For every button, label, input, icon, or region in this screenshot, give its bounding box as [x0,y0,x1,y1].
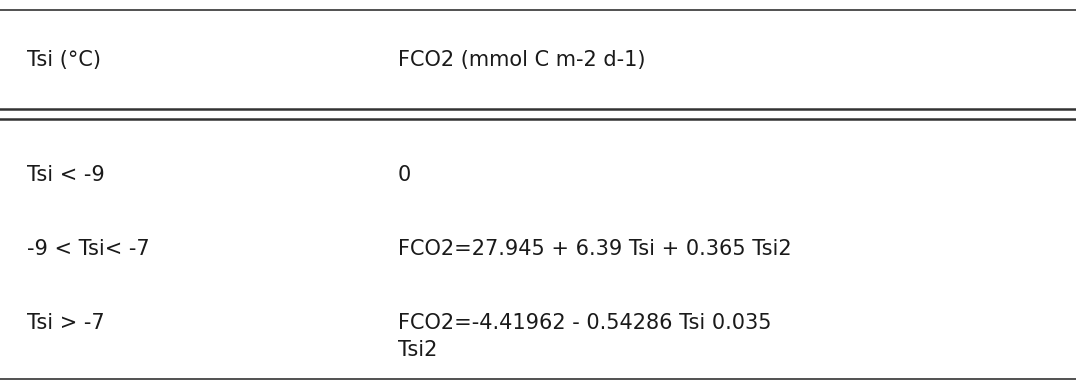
Text: -9 < Tsi< -7: -9 < Tsi< -7 [27,239,150,259]
Text: Tsi < -9: Tsi < -9 [27,165,104,185]
Text: Tsi (°C): Tsi (°C) [27,50,101,70]
Text: Tsi > -7: Tsi > -7 [27,313,104,333]
Text: 0: 0 [398,165,411,185]
Text: FCO2=27.945 + 6.39 Tsi + 0.365 Tsi2: FCO2=27.945 + 6.39 Tsi + 0.365 Tsi2 [398,239,792,259]
Text: FCO2 (mmol C m-2 d-1): FCO2 (mmol C m-2 d-1) [398,50,646,70]
Text: FCO2=-4.41962 - 0.54286 Tsi 0.035
Tsi2: FCO2=-4.41962 - 0.54286 Tsi 0.035 Tsi2 [398,313,771,359]
